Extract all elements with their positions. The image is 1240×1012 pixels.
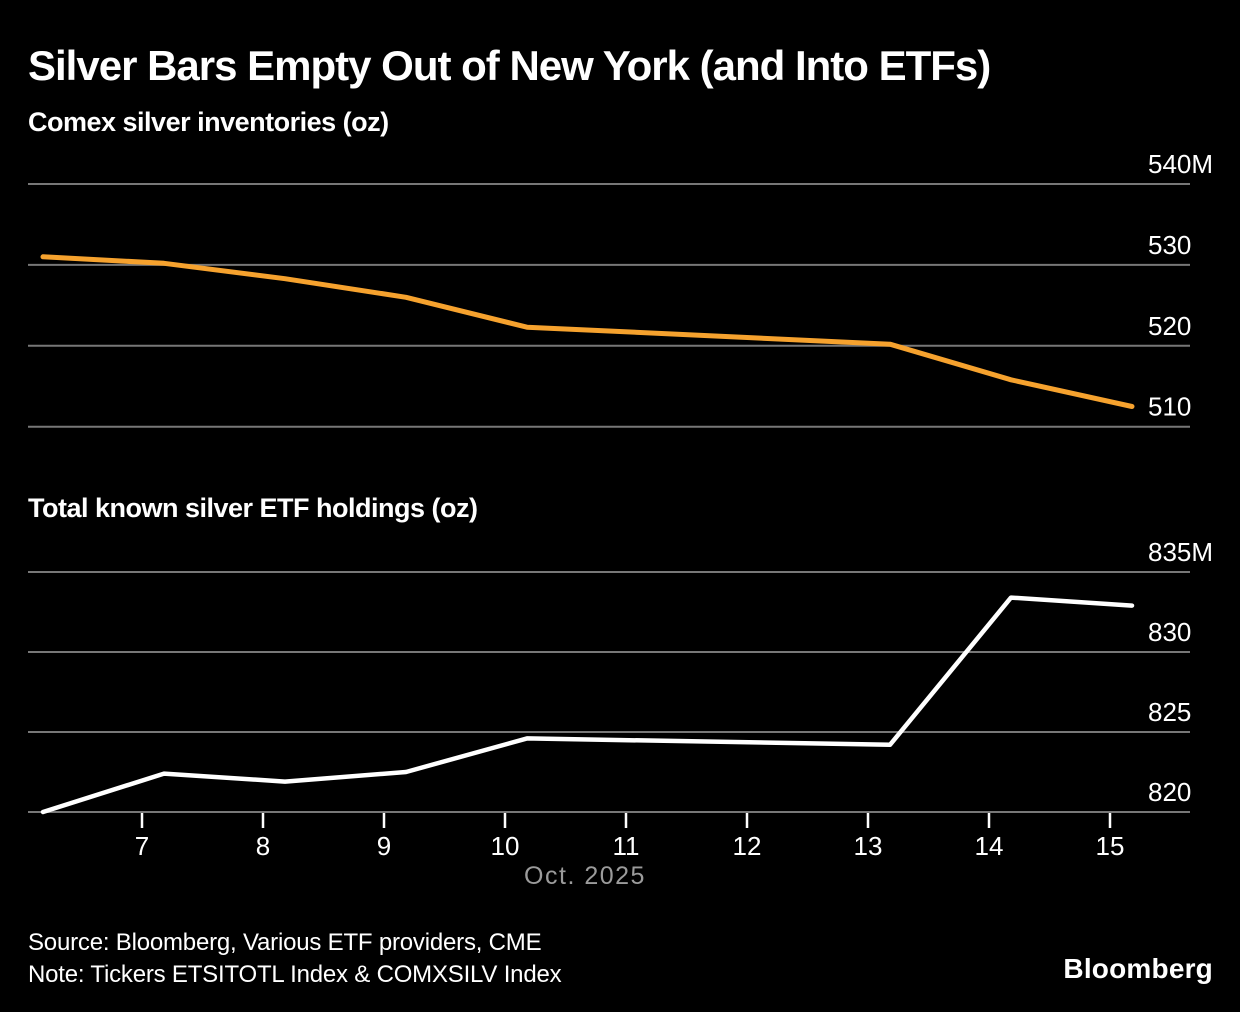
bloomberg-logo: Bloomberg: [1063, 953, 1213, 984]
chart-footer: Source: Bloomberg, Various ETF providers…: [28, 927, 562, 991]
y-axis-label: 825: [1148, 697, 1191, 727]
x-tick-label: 15: [1096, 831, 1125, 861]
x-tick-label: 11: [613, 831, 640, 861]
data-line-etf_line: [40, 595, 1135, 815]
x-tick-label: 10: [491, 831, 520, 861]
data-line-comex_line: [40, 254, 1135, 409]
y-axis-label: 830: [1148, 617, 1191, 647]
y-axis-label: 835M: [1148, 540, 1213, 567]
y-axis-label: 510: [1148, 392, 1191, 422]
comex-inventories-chart: 540M 530 520 510: [28, 149, 1213, 428]
y-axis-label: 520: [1148, 311, 1191, 341]
comex-chart-title: Comex silver inventories (oz): [28, 107, 389, 137]
note-line: Note: Tickers ETSITOTL Index & COMXSILV …: [28, 961, 562, 988]
x-axis-month-label: Oct. 2025: [524, 862, 646, 890]
x-tick-label: 7: [135, 831, 149, 861]
etf-chart-title: Total known silver ETF holdings (oz): [28, 493, 478, 523]
y-axis-label: 530: [1148, 230, 1191, 260]
x-tick-label: 12: [733, 831, 762, 861]
y-axis-label: 540M: [1148, 149, 1213, 179]
etf-holdings-chart: 835M 830 825 820 7 8 9 10 11 12 13 14 15 Oct. 2025: [28, 540, 1213, 890]
x-tick-label: 14: [975, 831, 1004, 861]
x-tick-label: 8: [256, 831, 270, 861]
page-title: Silver Bars Empty Out of New York (and I…: [28, 42, 991, 89]
y-axis-label: 820: [1148, 777, 1191, 807]
x-tick-label: 9: [377, 831, 391, 861]
x-tick-label: 13: [854, 831, 883, 861]
source-line: Source: Bloomberg, Various ETF providers…: [28, 929, 542, 956]
